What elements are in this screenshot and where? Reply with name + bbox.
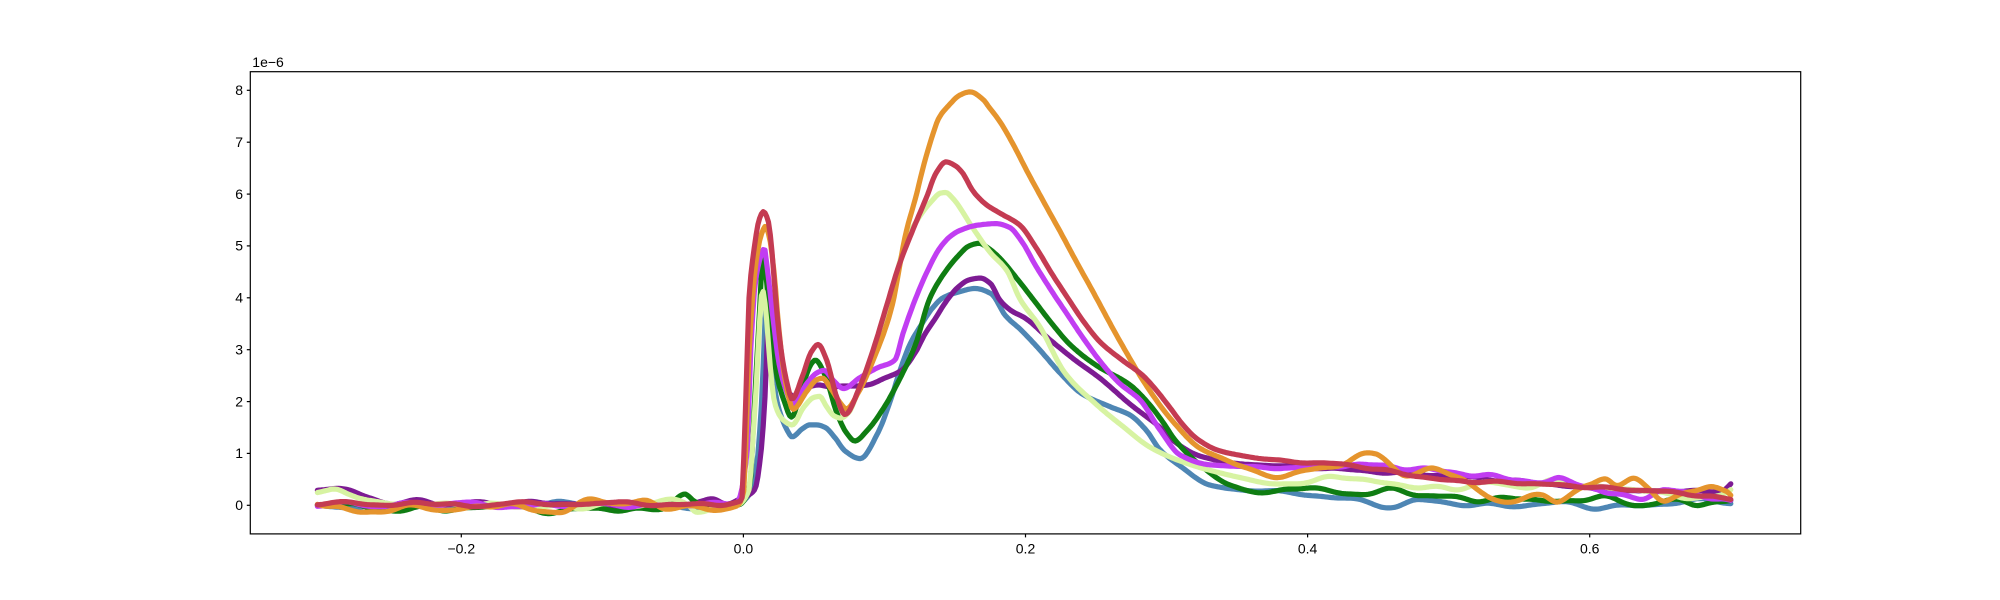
svg-text:1e−6: 1e−6	[252, 54, 284, 70]
svg-text:5: 5	[235, 238, 243, 254]
svg-text:2: 2	[235, 393, 243, 409]
svg-text:0.6: 0.6	[1580, 540, 1600, 556]
svg-text:3: 3	[235, 342, 243, 358]
svg-text:4: 4	[235, 290, 243, 306]
svg-text:0.4: 0.4	[1298, 540, 1318, 556]
svg-text:0: 0	[235, 497, 243, 513]
svg-text:0.2: 0.2	[1016, 540, 1036, 556]
svg-text:8: 8	[235, 82, 243, 98]
svg-text:6: 6	[235, 186, 243, 202]
svg-text:1: 1	[235, 445, 243, 461]
svg-text:7: 7	[235, 134, 243, 150]
svg-text:0.0: 0.0	[734, 540, 754, 556]
svg-text:−0.2: −0.2	[447, 540, 475, 556]
